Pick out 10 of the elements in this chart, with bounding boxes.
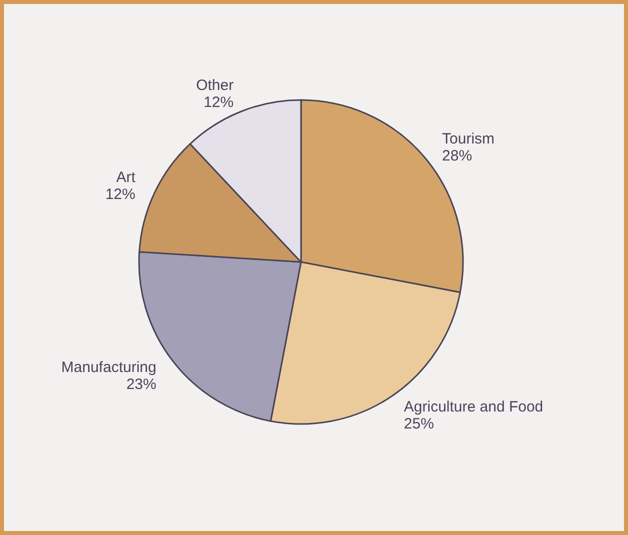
- data-label: 28%: [442, 147, 472, 164]
- slice-label: Agriculture and Food: [404, 398, 544, 416]
- slice-label: Tourism: [442, 130, 495, 148]
- data-label: 12%: [204, 94, 234, 111]
- data-label: 23%: [126, 376, 156, 394]
- data-label: 25%: [404, 415, 434, 432]
- data-label: 12%: [105, 186, 136, 204]
- slice-label: Other: [196, 76, 234, 94]
- slice-label: Manufacturing: [61, 359, 156, 376]
- slice-label: Art: [116, 169, 136, 186]
